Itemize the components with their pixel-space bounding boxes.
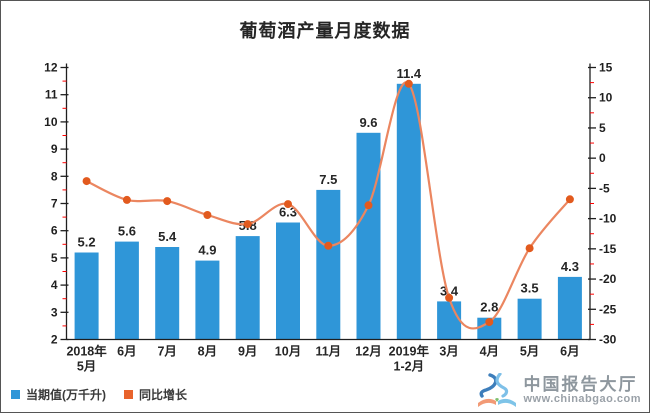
right-axis-tick-label: 10	[599, 91, 613, 105]
bar-value-label-9: 3.4	[440, 283, 459, 298]
left-axis-tick-label: 6	[51, 224, 58, 238]
line-marker-10	[485, 318, 494, 326]
line-marker-8	[404, 79, 413, 88]
bar-1	[114, 241, 139, 340]
bar-4	[235, 236, 260, 340]
bar-6	[316, 189, 341, 340]
line-marker-3	[203, 211, 212, 219]
x-axis-label-0: 5月	[77, 360, 96, 374]
bar-series-swatch-icon	[11, 390, 20, 399]
x-axis-label-5: 10月	[275, 345, 301, 359]
x-axis-label-8: 1-2月	[394, 360, 425, 374]
legend-item-line-series: 同比增长	[124, 386, 187, 403]
right-axis-tick-label: -5	[599, 181, 610, 195]
watermark: 中国报告大厅 www.chinabgao.com	[476, 373, 642, 409]
right-axis-tick-label: 15	[599, 61, 613, 75]
x-axis-label-6: 11月	[315, 345, 341, 359]
legend-label-line-series: 同比增长	[139, 388, 188, 402]
bar-12	[557, 276, 582, 340]
x-axis-label-3: 8月	[198, 345, 217, 359]
bar-8	[396, 83, 421, 340]
left-axis-tick-label: 9	[51, 142, 58, 156]
bar-value-label-0: 5.2	[78, 235, 96, 250]
bar-value-label-5: 6.3	[279, 205, 297, 220]
bar-value-label-3: 4.9	[198, 243, 216, 258]
left-axis-tick-label: 2	[51, 333, 58, 347]
left-axis-tick-label: 5	[51, 251, 58, 265]
x-axis-label-0: 2018年	[66, 344, 107, 359]
bar-9	[437, 301, 462, 340]
left-axis-tick-label: 8	[51, 169, 58, 183]
right-axis-tick-label: 5	[599, 121, 606, 135]
line-series	[82, 79, 574, 330]
right-axis-tick-label: -10	[599, 212, 617, 226]
left-axis-tick-label: 12	[44, 61, 58, 75]
legend-label-bar-series: 当期值(万千升)	[26, 388, 106, 402]
bar-2	[155, 247, 180, 340]
x-axis-label-9: 3月	[439, 345, 458, 359]
left-axis-tick-label: 4	[51, 278, 58, 292]
line-marker-5	[284, 200, 292, 209]
right-axis-tick-label: -20	[599, 272, 617, 286]
right-axis-tick-label: -25	[599, 302, 617, 316]
right-axis-tick-label: -30	[599, 333, 617, 347]
bar-10	[477, 317, 502, 340]
x-axis-label-4: 9月	[238, 345, 257, 359]
line-marker-1	[122, 195, 131, 204]
x-axis-label-8: 2019年	[389, 344, 430, 359]
bar-0	[74, 252, 99, 340]
watermark-text: 中国报告大厅 www.chinabgao.com	[524, 376, 642, 405]
page-title: 葡萄酒产量月度数据	[239, 21, 411, 41]
line-marker-12	[565, 195, 574, 204]
left-axis-tick-label: 10	[44, 115, 58, 129]
bar-value-label-11: 3.5	[521, 281, 539, 296]
line-marker-6	[324, 241, 333, 250]
x-axis-label-7: 12月	[355, 345, 381, 359]
x-axis-label-10: 4月	[480, 345, 499, 359]
x-axis-label-1: 6月	[117, 345, 136, 359]
legend-item-bar-series: 当期值(万千升)	[11, 386, 106, 403]
bar-3	[195, 260, 220, 340]
watermark-site-url: www.chinabgao.com	[523, 393, 641, 406]
x-axis-label-12: 6月	[560, 345, 579, 359]
chart-legend: 当期值(万千升) 同比增长	[11, 386, 187, 403]
line-marker-11	[525, 244, 534, 253]
left-axis-tick-label: 3	[51, 305, 58, 319]
watermark-site-name: 中国报告大厅	[523, 375, 638, 395]
chinabgao-logo-icon	[477, 373, 516, 407]
bar-value-label-8: 11.4	[397, 66, 422, 81]
left-axis-tick-label: 11	[45, 88, 58, 102]
line-marker-0	[82, 177, 91, 186]
bar-value-label-1: 5.6	[118, 224, 136, 239]
right-axis-tick-label: 0	[599, 151, 606, 165]
bar-value-label-7: 9.6	[359, 115, 377, 130]
right-axis-tick-label: -15	[599, 242, 617, 256]
x-axis-label-11: 5月	[520, 345, 539, 359]
left-axis-tick-label: 7	[51, 197, 58, 211]
axes: 2 3 4 5 6 7 8 9 10 11 12 -30 -25 -20 -15 -10 -5 0 5 10 15	[44, 61, 617, 347]
line-series-swatch-icon	[124, 390, 133, 399]
line-marker-2	[163, 197, 172, 206]
bar-value-label-6: 7.5	[319, 172, 337, 187]
bar-11	[517, 298, 542, 340]
bar-7	[356, 132, 381, 340]
line-marker-9	[445, 293, 454, 302]
bar-value-label-10: 2.8	[480, 300, 498, 315]
line-marker-4	[243, 220, 252, 229]
bar-5	[276, 222, 300, 340]
bar-value-label-2: 5.4	[158, 229, 177, 244]
x-axis-label-2: 7月	[157, 345, 176, 359]
line-marker-7	[364, 201, 373, 210]
bar-value-label-12: 4.3	[561, 259, 579, 274]
